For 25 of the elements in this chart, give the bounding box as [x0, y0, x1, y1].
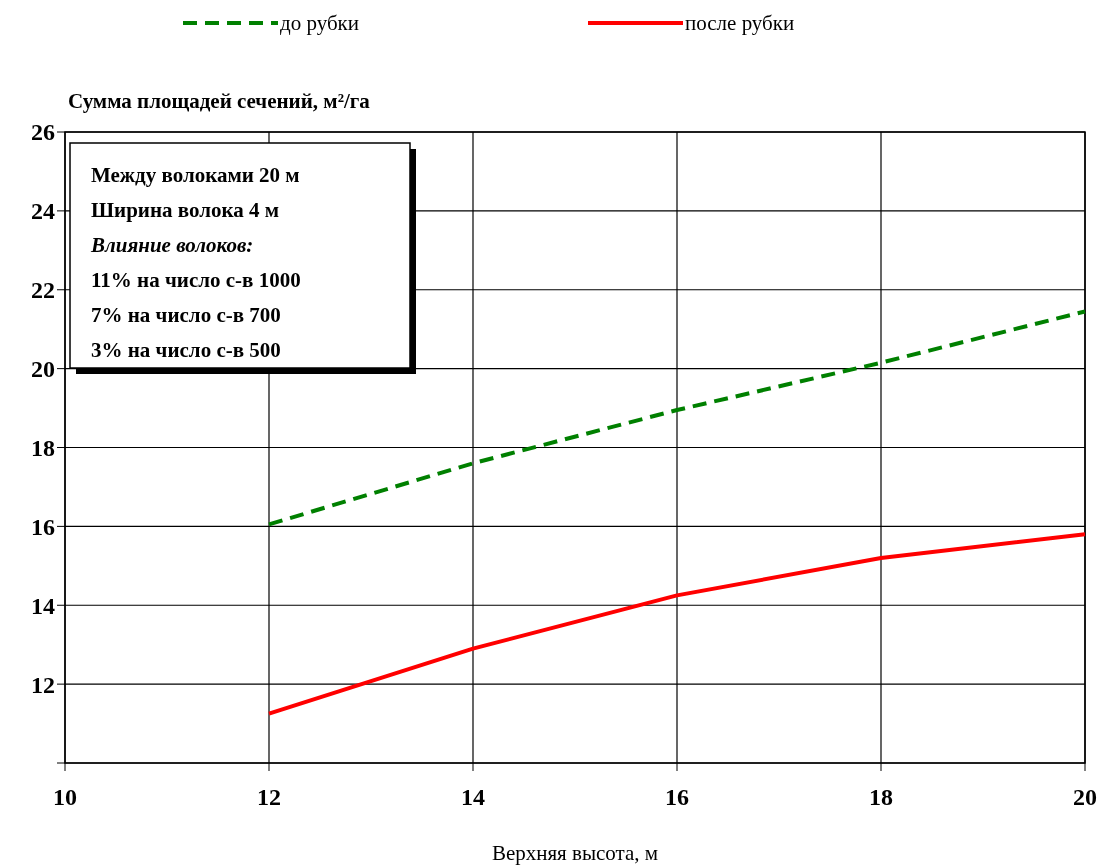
annotation: Ширина волока 4 м: [91, 198, 280, 223]
y-tick-label: 26: [31, 119, 55, 146]
annotation: 3% на число с-в 500: [91, 338, 281, 363]
x-tick-label: 10: [53, 784, 77, 810]
y-tick-label: 24: [31, 198, 55, 225]
y-axis-title: Сумма площадей сечений, м²/га: [68, 89, 371, 113]
x-tick-label: 14: [461, 784, 485, 810]
annotation: Влияние волоков:: [90, 233, 254, 258]
line-series: [267, 532, 1087, 716]
y-tick-label: 16: [31, 513, 55, 540]
legend-label: до рубки: [280, 11, 360, 36]
x-tick-label: 16: [665, 784, 689, 810]
legend-label: после рубки: [685, 11, 795, 36]
y-tick-label: 12: [31, 671, 55, 698]
annotation: 11% на число с-в 1000: [91, 268, 301, 293]
y-tick-label: 20: [31, 356, 55, 383]
x-axis-title: Верхняя высота, м: [491, 841, 659, 865]
x-tick-label: 18: [869, 784, 893, 810]
annotation: 7% на число с-в 700: [91, 303, 281, 328]
y-tick-label: 18: [31, 434, 55, 461]
y-tick-label: 22: [31, 277, 55, 304]
annotation: Между волоками 20 м: [91, 163, 300, 188]
y-tick-label: 14: [31, 592, 55, 619]
x-tick-label: 20: [1073, 784, 1097, 810]
x-tick-label: 12: [257, 784, 281, 810]
